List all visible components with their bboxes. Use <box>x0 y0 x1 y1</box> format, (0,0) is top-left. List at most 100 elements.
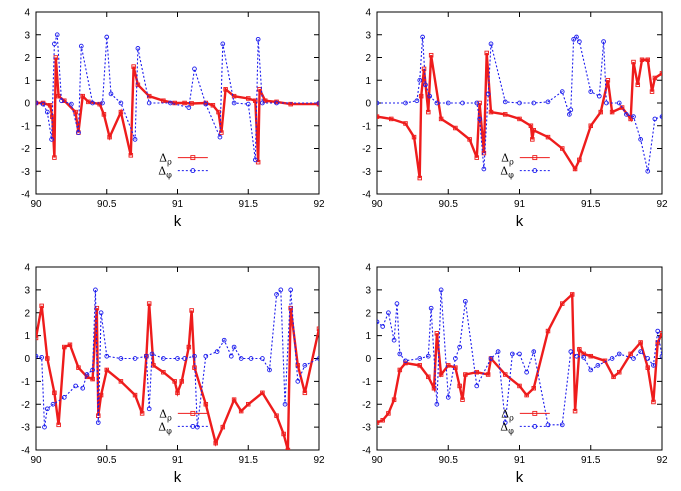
legend-subscript: φ <box>166 426 172 435</box>
x-axis-label: k <box>174 213 182 230</box>
data-point <box>481 166 487 172</box>
data-point <box>248 356 254 361</box>
data-point <box>186 105 192 110</box>
data-point <box>302 390 308 396</box>
data-point <box>221 337 227 343</box>
data-point <box>411 134 417 140</box>
data-point <box>377 114 380 119</box>
data-point <box>394 301 400 306</box>
data-point <box>316 100 319 106</box>
data-point <box>52 390 57 396</box>
data-point <box>638 137 643 142</box>
data-point <box>80 385 86 391</box>
data-point <box>118 100 124 106</box>
data-point <box>453 365 458 370</box>
data-point <box>54 32 60 38</box>
data-point <box>62 344 67 350</box>
y-tick-label: 0 <box>365 354 371 365</box>
data-point <box>223 87 228 92</box>
series-delta-phi <box>36 32 319 163</box>
data-point <box>56 422 61 428</box>
legend-symbol: Δ <box>158 165 166 178</box>
series-delta-phi <box>36 287 319 430</box>
legend-symbol: Δ <box>500 165 508 178</box>
y-tick-label: 1 <box>365 331 371 342</box>
y-tick-label: -1 <box>362 121 371 132</box>
data-point <box>503 112 508 117</box>
data-point <box>44 109 50 115</box>
data-point <box>118 379 124 384</box>
x-tick-label: 90 <box>30 455 42 466</box>
data-point <box>631 356 636 361</box>
data-point <box>172 379 177 384</box>
data-point <box>203 402 209 407</box>
data-point <box>417 356 423 361</box>
data-point <box>139 411 145 416</box>
data-point <box>135 46 141 51</box>
data-point <box>403 121 408 126</box>
data-point <box>267 367 272 373</box>
x-axis-label: k <box>174 469 182 486</box>
data-point <box>568 349 574 354</box>
data-point <box>90 367 95 373</box>
y-tick-label: 2 <box>24 53 30 64</box>
data-point <box>231 397 237 402</box>
data-point <box>524 392 529 398</box>
data-point <box>316 326 319 332</box>
data-point <box>495 349 501 354</box>
y-tick-label: -1 <box>21 121 30 132</box>
data-point <box>231 93 237 99</box>
x-tick-label: 91.5 <box>239 199 259 210</box>
data-point <box>659 331 662 336</box>
data-point <box>631 114 636 119</box>
data-point <box>488 41 494 47</box>
data-point <box>84 372 90 377</box>
data-point <box>638 340 643 345</box>
legend-symbol: Δ <box>159 407 167 420</box>
legend-marker <box>190 155 196 161</box>
data-point <box>635 82 641 88</box>
data-point <box>391 397 397 402</box>
data-point <box>638 349 643 354</box>
data-point <box>560 301 565 306</box>
y-tick-label: 4 <box>365 8 371 19</box>
data-point <box>44 406 50 412</box>
x-tick-label: 92 <box>313 455 325 466</box>
series-line <box>36 57 319 163</box>
data-point <box>438 116 444 122</box>
data-point <box>377 420 380 425</box>
legend-marker <box>532 423 538 429</box>
data-point <box>288 287 294 293</box>
legend-symbol: Δ <box>158 420 166 433</box>
x-axis-label: k <box>516 213 524 230</box>
data-point <box>76 365 81 370</box>
data-point <box>434 100 440 106</box>
data-point <box>281 431 286 437</box>
data-point <box>213 440 218 446</box>
data-point <box>619 105 625 110</box>
data-point <box>457 344 462 350</box>
data-point <box>132 137 138 142</box>
data-point <box>69 101 74 107</box>
data-point <box>628 351 633 357</box>
y-tick-label: 0 <box>24 354 30 365</box>
data-point <box>569 292 575 297</box>
y-tick-label: -4 <box>21 446 30 457</box>
data-point <box>118 109 124 115</box>
data-point <box>132 392 138 398</box>
data-point <box>302 363 308 368</box>
series-delta-phi <box>377 287 662 428</box>
y-tick-label: 0 <box>24 99 30 110</box>
data-point <box>488 109 494 115</box>
x-tick-label: 92 <box>656 455 668 466</box>
data-point <box>453 125 458 131</box>
data-point <box>581 355 586 360</box>
data-point <box>50 401 56 407</box>
data-point <box>104 353 110 359</box>
data-point <box>588 123 594 128</box>
data-point <box>179 379 184 384</box>
x-tick-label: 90 <box>371 199 383 210</box>
x-axis-label: k <box>516 469 524 486</box>
x-tick-label: 92 <box>313 199 325 210</box>
